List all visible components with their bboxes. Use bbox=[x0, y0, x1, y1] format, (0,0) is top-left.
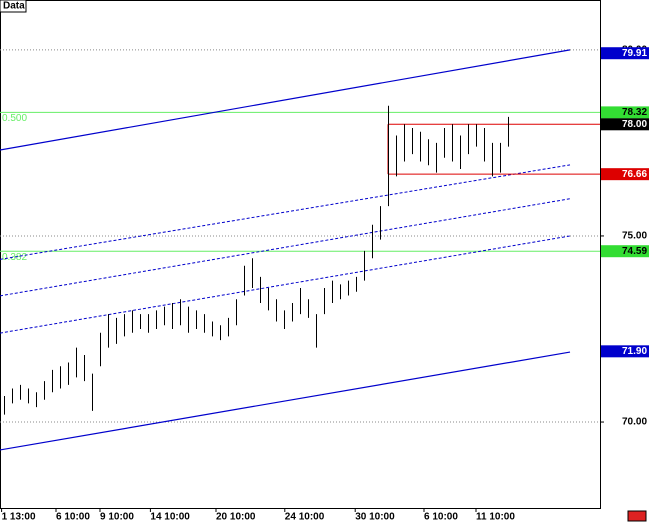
price-box bbox=[601, 345, 649, 358]
price-label: 79.91 bbox=[622, 48, 647, 59]
price-label: 76.66 bbox=[622, 169, 647, 180]
x-tick-label: 6 10:00 bbox=[424, 512, 458, 523]
x-tick-label: 20 10:00 bbox=[216, 512, 256, 523]
x-tick-label: 24 10:00 bbox=[285, 512, 325, 523]
price-label: 71.90 bbox=[622, 346, 647, 357]
trendline bbox=[0, 164, 571, 260]
x-tick-label: 1 13:00 bbox=[2, 512, 36, 523]
x-tick-label: 11 10:00 bbox=[476, 512, 515, 523]
price-box bbox=[601, 245, 649, 258]
fib-label: 0.500 bbox=[2, 113, 27, 124]
price-box bbox=[601, 106, 649, 119]
x-tick-label: 30 10:00 bbox=[355, 512, 395, 523]
price-label: 78.00 bbox=[622, 119, 647, 130]
y-tick-label: 70.00 bbox=[622, 417, 647, 428]
trendline bbox=[0, 198, 571, 297]
title-box bbox=[0, 0, 27, 13]
trendline bbox=[0, 235, 571, 334]
trendline bbox=[0, 49, 571, 151]
x-tick-label: 6 10:00 bbox=[56, 512, 90, 523]
price-label: 74.59 bbox=[622, 246, 647, 257]
trendline bbox=[0, 351, 571, 451]
y-tick-label: 75.00 bbox=[622, 231, 647, 242]
plot-frame bbox=[0, 0, 601, 509]
fib-label: 0.382 bbox=[2, 252, 27, 263]
chart-title: Data bbox=[3, 1, 25, 12]
x-tick-label: 9 10:00 bbox=[100, 512, 134, 523]
x-tick-label: 14 10:00 bbox=[150, 512, 190, 523]
price-label: 78.32 bbox=[622, 107, 647, 118]
scroll-icon[interactable] bbox=[627, 510, 647, 522]
price-box bbox=[601, 118, 649, 131]
price-box bbox=[601, 168, 649, 181]
price-box bbox=[601, 47, 649, 60]
